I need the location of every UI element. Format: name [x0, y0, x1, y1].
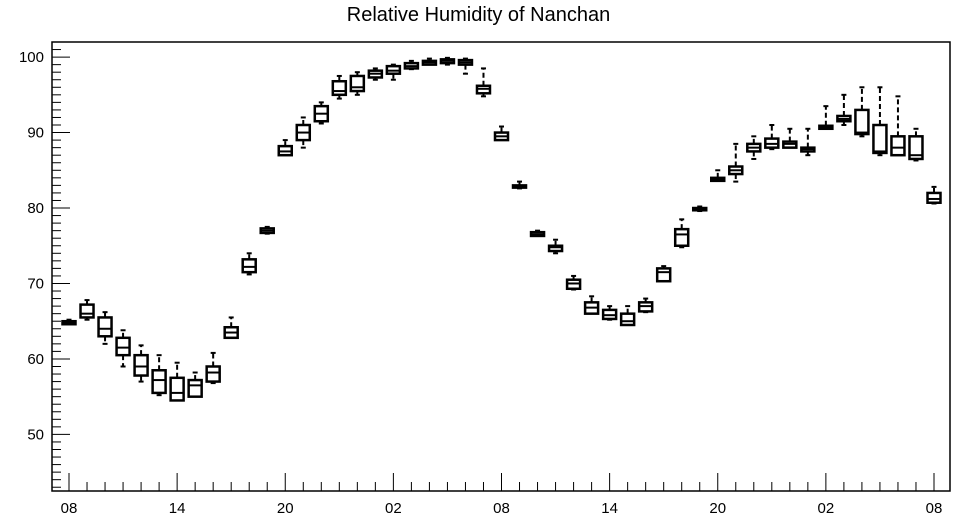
box	[97, 311, 113, 345]
y-tick-label: 50	[27, 426, 44, 443]
box	[295, 116, 312, 149]
box	[836, 93, 852, 127]
box-body	[331, 79, 348, 97]
box-body	[673, 227, 690, 247]
box	[673, 218, 690, 249]
box-body	[908, 135, 924, 161]
x-axis: 08 14 20 02 08 14 20 02 08	[61, 473, 943, 517]
x-tick-label: 08	[926, 500, 943, 517]
box	[547, 238, 564, 255]
box	[223, 316, 239, 340]
box-body	[205, 365, 221, 383]
box	[529, 229, 546, 238]
box	[205, 351, 221, 385]
box-body	[241, 258, 257, 274]
chart-title: Relative Humidity of Nanchan	[346, 4, 611, 26]
box	[421, 57, 438, 66]
box-body	[872, 123, 888, 155]
box	[259, 225, 275, 235]
x-tick-label: 20	[277, 500, 294, 517]
x-tick-label: 02	[818, 500, 835, 517]
box	[854, 86, 870, 138]
box-body	[349, 74, 366, 93]
box	[457, 57, 474, 75]
box-body	[547, 244, 564, 253]
box	[872, 86, 888, 157]
box	[169, 361, 185, 402]
box-body	[169, 376, 185, 402]
box-body	[151, 369, 167, 395]
box-body	[926, 191, 942, 204]
box	[908, 127, 924, 162]
y-tick-label: 90	[27, 125, 44, 142]
box	[565, 274, 582, 291]
box	[403, 59, 420, 71]
box	[890, 95, 906, 157]
box	[655, 265, 672, 283]
box	[728, 142, 744, 183]
box-body	[133, 353, 149, 377]
box	[493, 125, 510, 142]
box	[691, 205, 708, 213]
x-tick-label: 02	[385, 500, 402, 517]
box-series	[61, 56, 942, 402]
box	[511, 180, 528, 190]
box	[782, 127, 798, 149]
box	[439, 56, 456, 66]
box	[133, 344, 149, 383]
box	[601, 305, 618, 321]
box	[385, 63, 402, 81]
x-tick-label: 08	[61, 500, 78, 517]
box	[367, 67, 384, 81]
box	[746, 135, 762, 160]
box-body	[79, 303, 95, 319]
box-body	[655, 267, 672, 283]
box	[313, 101, 330, 125]
y-tick-label: 60	[27, 351, 44, 368]
x-tick-label: 20	[709, 500, 726, 517]
box	[115, 329, 131, 368]
box	[349, 71, 366, 96]
y-axis: 50 60 70 80 90 100	[19, 41, 70, 488]
box	[637, 297, 654, 314]
box	[331, 74, 348, 100]
box	[151, 354, 167, 397]
box-body	[619, 312, 636, 327]
y-tick-label: 80	[27, 200, 44, 217]
box	[61, 318, 77, 326]
x-tick-label: 14	[169, 500, 186, 517]
plot-frame	[51, 41, 951, 492]
box-body	[115, 336, 131, 357]
box	[818, 105, 834, 131]
box	[241, 252, 257, 276]
box	[79, 299, 95, 321]
box-body	[854, 108, 870, 136]
box-body	[97, 316, 113, 338]
y-tick-label: 100	[19, 49, 44, 66]
box-body	[187, 378, 203, 398]
box	[277, 139, 293, 157]
box	[800, 127, 816, 157]
x-tick-label: 08	[493, 500, 510, 517]
box	[926, 185, 942, 205]
box	[475, 67, 492, 98]
box	[710, 169, 726, 183]
x-tick-label: 14	[601, 500, 618, 517]
box	[187, 371, 203, 398]
box	[764, 124, 780, 151]
box	[619, 305, 636, 327]
box	[583, 295, 600, 315]
y-tick-label: 70	[27, 275, 44, 292]
box-body	[890, 135, 906, 157]
